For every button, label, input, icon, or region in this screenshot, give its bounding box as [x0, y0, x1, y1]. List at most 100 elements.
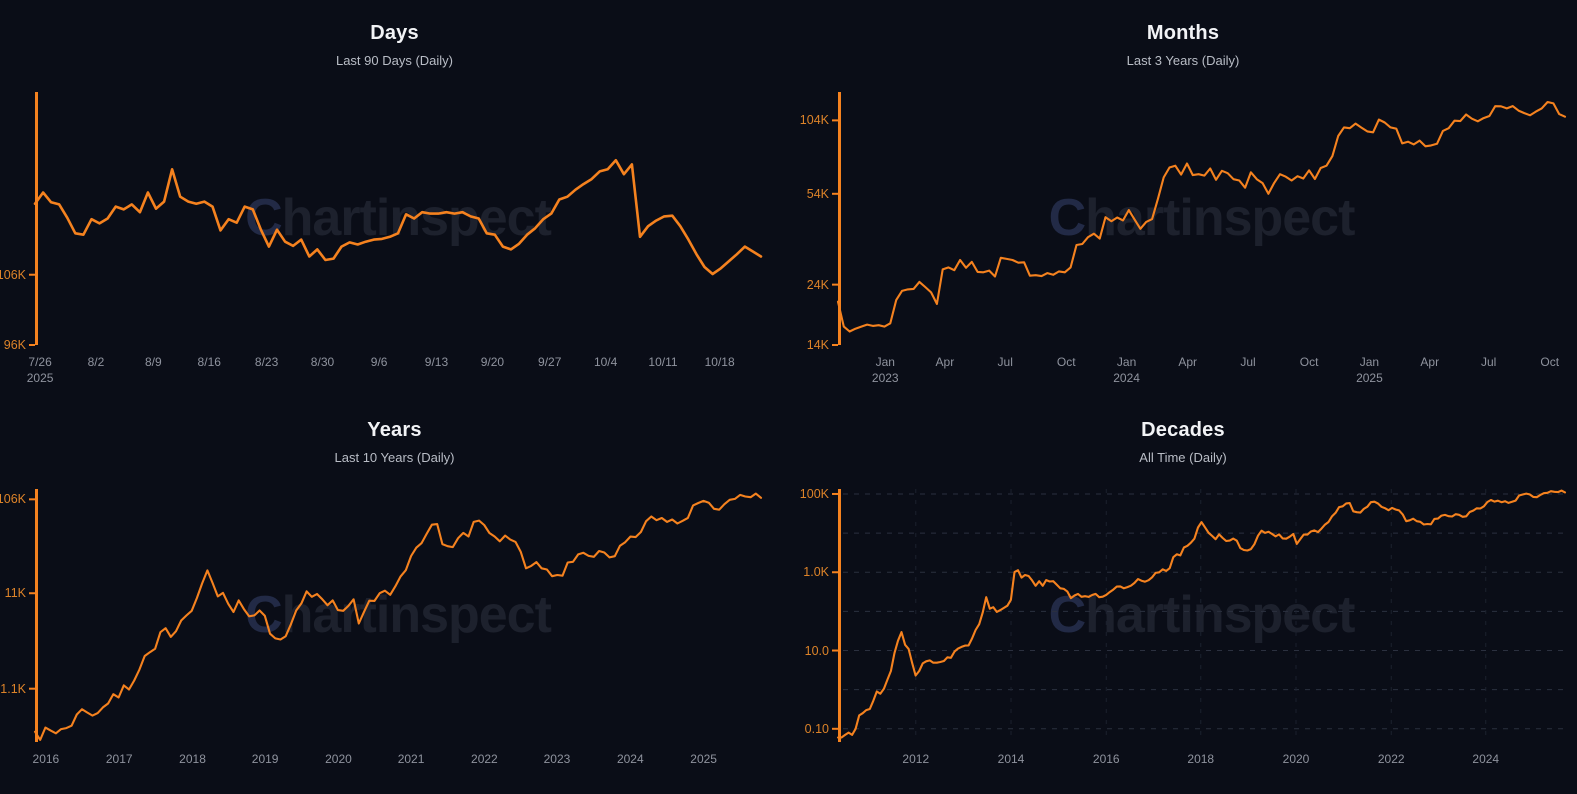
plot-region-days[interactable]: Chartinspect 106K 96K 7/26 2025 8/2 8/9 8/16 8/2…	[0, 92, 763, 385]
x-tick-label: Apr	[936, 354, 955, 370]
x-tick-label: 8/30	[311, 354, 334, 370]
y-tick-label: 106K	[0, 267, 26, 282]
chart-canvas-years	[29, 489, 763, 742]
plot-region-decades[interactable]: Chartinspect 100K 1.0K 10.0 0.10 2012 2014 2016…	[800, 487, 1567, 766]
x-tick-label: Oct	[1057, 354, 1076, 370]
x-tick-label-text: 10/11	[648, 355, 678, 369]
x-tick-label: 8/23	[255, 354, 278, 370]
x-tick-label: 2016	[33, 751, 60, 767]
x-tick-label-text: 2024	[1472, 752, 1500, 766]
x-tick-label: 10/4	[594, 354, 617, 370]
chart-subtitle-decades: All Time (Daily)	[1139, 450, 1227, 465]
x-tick-label-text: 8/16	[197, 355, 221, 369]
x-tick-label: Jul	[998, 354, 1013, 370]
x-tick-label-year: 2025	[1356, 371, 1383, 385]
price-line-months	[836, 100, 1567, 333]
x-tick-label: Oct	[1540, 354, 1559, 370]
x-tick-label-text: Jul	[997, 355, 1013, 369]
chart-title-decades: Decades	[1141, 419, 1225, 441]
chart-subtitle-years: Last 10 Years (Daily)	[334, 450, 455, 465]
x-tick-label-text: 2022	[471, 752, 498, 766]
x-tick-label-text: 10/4	[593, 355, 618, 369]
x-tick-label-text: Jul	[1240, 355, 1256, 369]
x-tick-label-text: 9/13	[424, 355, 449, 369]
x-tick-label: 8/16	[198, 354, 221, 370]
chart-panel-days: Days Last 90 Days (Daily) Chartinspect 10…	[0, 0, 789, 397]
x-tick-label-text: 2025	[690, 752, 717, 766]
x-tick-label-text: 9/20	[480, 355, 505, 369]
x-tick-label-text: 8/23	[254, 355, 279, 369]
y-tick-label: 100K	[799, 486, 829, 501]
x-axis-labels: Jan 2023 Apr Jul Oct Jan 2024 Apr Jul Oct Jan 2025 A…	[838, 354, 1565, 388]
x-tick-label-text: Jan	[875, 355, 895, 369]
y-tick-label: 24K	[806, 277, 829, 292]
x-tick-label-text: 8/30	[310, 355, 335, 369]
chart-title-days: Days	[370, 22, 419, 44]
x-tick-label-year: 2025	[26, 371, 54, 385]
x-tick-label-text: Oct	[1540, 355, 1560, 369]
x-axis-labels: 7/26 2025 8/2 8/9 8/16 8/23 8/30 9/6 9/13 9/20 9/2…	[27, 354, 761, 388]
x-tick-label-text: Jan	[1359, 355, 1380, 369]
x-tick-label: Jan 2025	[1356, 354, 1383, 386]
x-tick-label: 2022	[1378, 751, 1405, 767]
x-tick-label: 2018	[1187, 751, 1214, 767]
x-tick-label-text: Oct	[1299, 355, 1319, 369]
x-tick-label: 2020	[1283, 751, 1310, 767]
y-tick-label: 11K	[4, 586, 26, 601]
x-axis-labels: 2012 2014 2016 2018 2020 2022 2024	[838, 751, 1565, 785]
y-tick-label: 14K	[806, 338, 829, 352]
x-tick-label: Apr	[1178, 354, 1197, 370]
x-tick-label-text: Jul	[1480, 355, 1497, 369]
x-tick-label-text: Apr	[935, 355, 955, 369]
x-tick-label: 9/6	[371, 354, 388, 370]
x-axis-labels: 2016 2017 2018 2019 2020 2021 2022 2023 2024 2025	[33, 751, 761, 785]
price-line-years	[33, 492, 763, 741]
y-tick-label: 104K	[799, 113, 829, 128]
x-tick-label: 8/2	[88, 354, 105, 370]
x-tick-label-text: 2023	[543, 752, 571, 766]
plot-region-months[interactable]: Chartinspect 104K 54K 24K 14K Jan 2023 Apr Jul Oc…	[800, 92, 1567, 385]
x-tick-label-text: 2014	[997, 752, 1025, 766]
x-tick-label-text: Apr	[1420, 355, 1440, 369]
x-tick-label-text: 9/27	[538, 355, 562, 369]
chart-canvas-days	[29, 92, 763, 346]
x-tick-label: 2024	[1472, 751, 1499, 767]
x-tick-label-text: 2017	[105, 752, 133, 766]
y-tick-label: 10.0	[804, 643, 829, 658]
x-tick-label: 2025	[690, 751, 717, 767]
x-tick-label: 10/11	[648, 354, 677, 370]
x-tick-label: 2012	[902, 751, 929, 767]
x-tick-label-text: 7/26	[28, 355, 52, 369]
x-tick-label-text: 8/2	[87, 355, 105, 369]
x-tick-label-text: 2012	[902, 752, 930, 766]
x-tick-label: 2021	[398, 751, 425, 767]
price-line-decades	[836, 489, 1567, 739]
x-tick-label: Apr	[1420, 354, 1439, 370]
chart-panel-months: Months Last 3 Years (Daily) Chartinspect…	[789, 0, 1577, 397]
chart-panel-decades: Decades All Time (Daily) Chartinspect 100…	[789, 397, 1577, 794]
x-tick-label-year: 2023	[871, 371, 899, 385]
chart-title-years: Years	[367, 419, 422, 441]
x-tick-label-text: 2024	[616, 752, 644, 766]
x-tick-label-text: 2020	[1282, 752, 1310, 766]
chart-subtitle-months: Last 3 Years (Daily)	[1126, 53, 1240, 68]
y-tick-label: 106K	[0, 492, 26, 507]
x-tick-label-text: 2016	[32, 752, 60, 766]
x-tick-label-text: 2020	[325, 752, 352, 766]
x-tick-label: Oct	[1300, 354, 1319, 370]
y-tick-label: 0.10	[804, 721, 829, 736]
x-tick-label: Jan 2024	[1113, 354, 1140, 386]
y-tick-label: 1.0K	[803, 565, 829, 580]
x-tick-label-text: Oct	[1056, 355, 1076, 369]
x-tick-label: 2016	[1093, 751, 1120, 767]
x-tick-label: 9/27	[538, 354, 561, 370]
x-tick-label-text: Apr	[1178, 355, 1198, 369]
x-tick-label-text: 2016	[1092, 752, 1120, 766]
chart-title-months: Months	[1146, 22, 1220, 44]
x-tick-label: 2022	[471, 751, 498, 767]
plot-region-years[interactable]: Chartinspect 106K 11K 1.1K 2016 2017 2018 2019 2…	[0, 489, 763, 766]
x-tick-label: 2019	[252, 751, 279, 767]
x-tick-label: 2017	[106, 751, 133, 767]
chart-subtitle-days: Last 90 Days (Daily)	[335, 53, 454, 68]
